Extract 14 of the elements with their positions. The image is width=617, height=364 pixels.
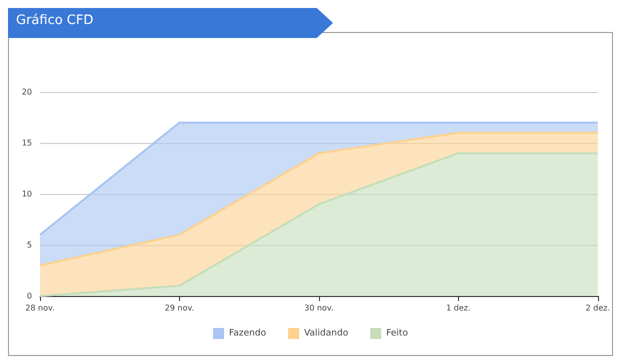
y-tick-label: 10 [22, 190, 32, 198]
x-tick-label: 28 nov. [25, 304, 55, 312]
chart-title: Gráfico CFD [16, 13, 94, 28]
y-tick-label: 0 [26, 292, 32, 300]
legend-label: Feito [386, 328, 408, 338]
x-tick-label: 1 dez. [446, 304, 471, 312]
legend-label: Validando [304, 328, 349, 338]
y-tick-label: 5 [26, 240, 32, 250]
x-tick-label: 29 nov. [164, 304, 194, 312]
legend-label: Fazendo [229, 328, 267, 338]
x-tick-label: 30 nov. [304, 304, 334, 312]
x-tick-label: 2 dez. [586, 304, 610, 312]
y-tick-label: 15 [22, 138, 32, 148]
y-tick-label: 20 [22, 88, 32, 96]
